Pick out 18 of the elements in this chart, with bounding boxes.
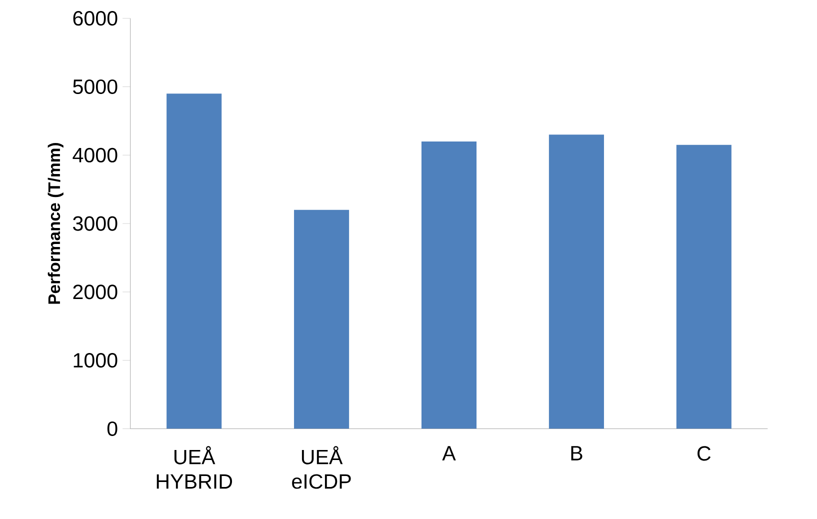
y-tick-label: 4000 bbox=[72, 148, 118, 163]
y-tick-label: 5000 bbox=[73, 80, 118, 94]
bar bbox=[166, 94, 222, 429]
y-tick-label: 0 bbox=[107, 422, 118, 436]
y-tick-label: 6000 bbox=[73, 11, 118, 26]
y-tick-label: 1000 bbox=[74, 353, 118, 368]
x-tick-label: C bbox=[698, 446, 711, 461]
bar bbox=[676, 145, 732, 429]
x-tick-label: UEÅ eICDP bbox=[292, 446, 351, 490]
x-tick-label: A bbox=[442, 446, 456, 461]
x-tick-label: B bbox=[571, 446, 582, 461]
y-axis-title: Performance (T/mm) bbox=[48, 143, 64, 304]
bar bbox=[421, 142, 477, 429]
bar bbox=[294, 210, 350, 429]
y-tick-label: 2000 bbox=[73, 284, 118, 300]
y-tick-label: 3000 bbox=[73, 216, 118, 232]
x-tick-label: UEÅ HYBRID bbox=[156, 446, 232, 489]
bar bbox=[548, 134, 604, 429]
